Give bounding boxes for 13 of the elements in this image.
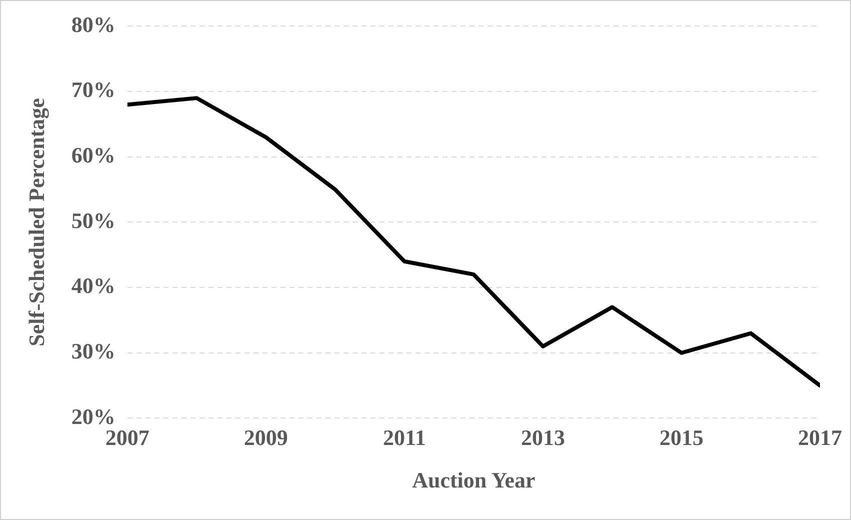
x-tick-label: 2011 — [383, 425, 426, 450]
y-tick-label: 50% — [71, 208, 116, 233]
x-axis-title: Auction Year — [412, 467, 536, 492]
x-tick-label: 2017 — [798, 425, 842, 450]
y-tick-label: 40% — [71, 273, 116, 298]
y-axis-title: Self-Scheduled Percentage — [24, 98, 49, 346]
x-tick-label: 2013 — [520, 425, 565, 450]
x-tick-label: 2015 — [659, 425, 704, 450]
y-tick-label: 60% — [71, 142, 116, 168]
x-tick-label: 2009 — [244, 425, 288, 450]
y-tick-label: 30% — [71, 338, 116, 364]
y-tick-label: 70% — [71, 77, 116, 102]
y-tick-label: 80% — [71, 12, 116, 37]
